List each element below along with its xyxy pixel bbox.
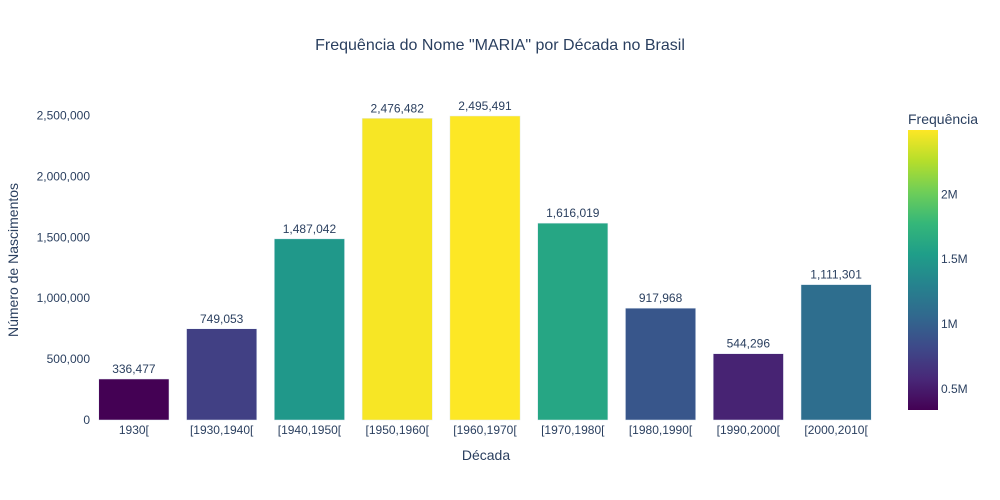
bar (712, 353, 784, 421)
bar-value-label: 544,296 (727, 337, 771, 351)
x-axis-ticks: 1930[ [1930,1940[ [1940,1950[ [1950,1960[ [1… (119, 423, 869, 437)
colorbar-tick-label: 2M (941, 187, 958, 201)
x-tick-label: [2000,2010[ (804, 423, 868, 437)
bar (274, 238, 345, 421)
colorbar: Frequência 0.5M 1M 1.5M 2M (908, 111, 978, 410)
colorbar-tick-label: 1M (941, 317, 958, 331)
y-axis-title: Número de Nascimentos (5, 183, 21, 337)
x-axis-title: Década (462, 447, 510, 463)
bar-value-label: 336,477 (112, 362, 156, 376)
bar-value-label: 2,476,482 (371, 101, 425, 115)
y-tick-label: 500,000 (47, 352, 91, 366)
bar (186, 328, 258, 421)
bar (800, 284, 872, 421)
bar-value-label: 1,616,019 (546, 206, 600, 220)
colorbar-title: Frequência (908, 111, 978, 127)
x-tick-label: [1990,2000[ (717, 423, 781, 437)
y-tick-label: 0 (83, 413, 90, 427)
bar (449, 115, 521, 421)
bar (361, 118, 433, 421)
bar-value-label: 1,111,301 (810, 268, 862, 282)
x-tick-label: [1980,1990[ (629, 423, 693, 437)
y-tick-label: 1,500,000 (37, 230, 91, 244)
bar (98, 378, 170, 421)
bars: 336,477 749,053 1,487,042 2,476,482 2,495,49… (98, 99, 872, 421)
colorbar-tick-label: 1.5M (941, 252, 968, 266)
bar-value-label: 749,053 (200, 312, 244, 326)
x-tick-label: [1950,1960[ (366, 423, 430, 437)
colorbar-gradient (908, 130, 938, 410)
colorbar-tick-label: 0.5M (941, 382, 968, 396)
x-tick-label: [1960,1970[ (453, 423, 517, 437)
x-tick-label: [1940,1950[ (278, 423, 342, 437)
chart-title: Frequência do Nome "MARIA" por Década no… (315, 37, 685, 54)
y-tick-label: 2,500,000 (37, 108, 91, 122)
y-tick-label: 2,000,000 (37, 169, 91, 183)
colorbar-ticks: 0.5M 1M 1.5M 2M (941, 187, 968, 396)
bar-value-label: 917,968 (639, 291, 683, 305)
bar-value-label: 1,487,042 (283, 222, 337, 236)
x-tick-label: [1970,1980[ (541, 423, 605, 437)
y-axis-ticks: 0 500,000 1,000,000 1,500,000 2,000,000 2,500… (37, 108, 91, 427)
y-tick-label: 1,000,000 (37, 291, 91, 305)
bar (537, 222, 609, 421)
x-tick-label: 1930[ (119, 423, 150, 437)
bar-value-label: 2,495,491 (458, 99, 512, 113)
bar (625, 307, 696, 421)
x-tick-label: [1930,1940[ (190, 423, 254, 437)
